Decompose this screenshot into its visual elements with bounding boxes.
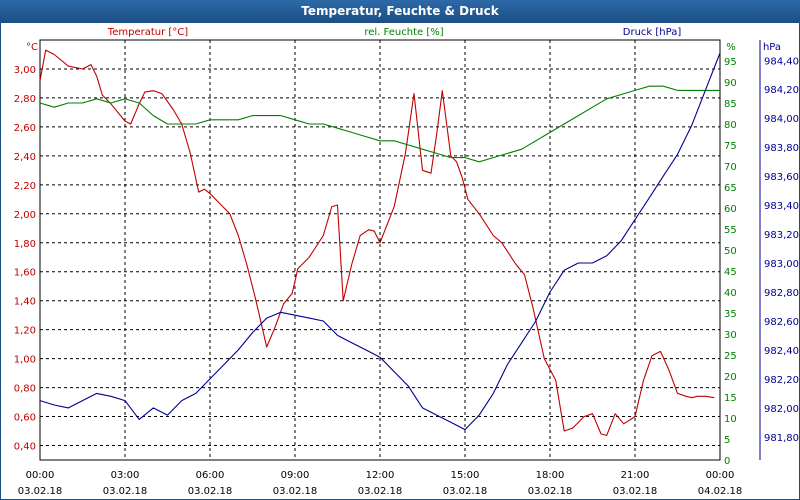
x-tick-date: 03.02.18	[188, 486, 233, 497]
humidity-axis-title: rel. Feuchte [%]	[364, 27, 443, 38]
humidity-tick-label: 35	[724, 309, 737, 320]
temperature-tick-label: 1,60	[14, 268, 36, 279]
series-layer	[39, 49, 721, 436]
x-tick-date: 03.02.18	[273, 486, 318, 497]
window-title: Temperatur, Feuchte & Druck	[0, 0, 800, 22]
temperature-tick-label: 2,80	[14, 94, 36, 105]
humidity-tick-label: 95	[724, 57, 737, 68]
pressure-tick-label: 982,80	[764, 288, 799, 299]
pressure-tick-label: 983,40	[764, 201, 799, 212]
humidity-tick-label: 5	[724, 435, 730, 446]
grid	[39, 39, 721, 461]
temperature-unit: °C	[26, 42, 38, 53]
pressure-tick-label: 982,40	[764, 346, 799, 357]
x-tick-time: 09:00	[281, 470, 310, 481]
humidity-series-line	[39, 85, 720, 163]
humidity-tick-label: 55	[724, 225, 737, 236]
humidity-tick-label: 90	[724, 78, 737, 89]
humidity-tick-label: 50	[724, 246, 737, 257]
temperature-tick-label: 1,20	[14, 326, 36, 337]
pressure-axis-title: Druck [hPa]	[623, 27, 682, 38]
humidity-tick-label: 15	[724, 393, 737, 404]
pressure-tick-label: 981,80	[764, 433, 799, 444]
temperature-tick-label: 2,20	[14, 181, 36, 192]
temperature-series-line	[39, 49, 715, 436]
pressure-tick-label: 983,60	[764, 172, 799, 183]
x-tick-date: 03.02.18	[358, 486, 403, 497]
temperature-tick-label: 1,00	[14, 355, 36, 366]
humidity-tick-label: 85	[724, 99, 737, 110]
humidity-tick-label: 60	[724, 204, 737, 215]
temperature-tick-label: 1,80	[14, 239, 36, 250]
pressure-tick-label: 982,00	[764, 404, 799, 415]
humidity-tick-label: 40	[724, 288, 737, 299]
pressure-tick-label: 983,80	[764, 143, 799, 154]
x-tick-time: 12:00	[366, 470, 395, 481]
pressure-tick-label: 982,20	[764, 375, 799, 386]
x-tick-date: 03.02.18	[528, 486, 573, 497]
x-tick-time: 06:00	[196, 470, 225, 481]
pressure-tick-label: 982,60	[764, 317, 799, 328]
temperature-tick-label: 2,60	[14, 123, 36, 134]
humidity-tick-label: 45	[724, 267, 737, 278]
temperature-tick-label: 0,80	[14, 384, 36, 395]
pressure-tick-label: 984,40	[764, 56, 799, 67]
temperature-tick-label: 2,40	[14, 152, 36, 163]
humidity-unit: %	[726, 42, 736, 53]
x-tick-time: 18:00	[536, 470, 565, 481]
pressure-tick-label: 983,00	[764, 259, 799, 270]
temperature-tick-label: 3,00	[14, 65, 36, 76]
humidity-tick-label: 70	[724, 162, 737, 173]
x-tick-date: 03.02.18	[18, 486, 63, 497]
temperature-tick-label: 2,00	[14, 210, 36, 221]
humidity-tick-label: 10	[724, 414, 737, 425]
temperature-axis-title: Temperatur [°C]	[107, 27, 188, 38]
humidity-tick-label: 0	[724, 456, 730, 467]
x-tick-time: 15:00	[451, 470, 480, 481]
x-tick-time: 00:00	[26, 470, 55, 481]
pressure-tick-label: 983,20	[764, 230, 799, 241]
x-tick-date: 03.02.18	[103, 486, 148, 497]
humidity-tick-label: 30	[724, 330, 737, 341]
x-tick-date: 04.02.18	[698, 486, 743, 497]
x-tick-time: 00:00	[706, 470, 735, 481]
x-tick-date: 03.02.18	[613, 486, 658, 497]
humidity-tick-label: 80	[724, 120, 737, 131]
humidity-tick-label: 75	[724, 141, 737, 152]
axes-layer: 00:00 03.02.18 03:00 03.02.18 06:00 03.02.18 0…	[14, 40, 799, 497]
humidity-tick-label: 20	[724, 372, 737, 383]
humidity-tick-label: 65	[724, 183, 737, 194]
pressure-series-line	[39, 52, 721, 431]
humidity-tick-label: 25	[724, 351, 737, 362]
temperature-tick-label: 1,40	[14, 297, 36, 308]
x-tick-time: 21:00	[621, 470, 650, 481]
x-tick-date: 03.02.18	[443, 486, 488, 497]
temperature-tick-label: 0,40	[14, 442, 36, 453]
pressure-tick-label: 984,00	[764, 114, 799, 125]
temperature-tick-label: 0,60	[14, 413, 36, 424]
x-tick-time: 03:00	[111, 470, 140, 481]
pressure-unit: hPa	[763, 42, 781, 53]
pressure-tick-label: 984,20	[764, 85, 799, 96]
